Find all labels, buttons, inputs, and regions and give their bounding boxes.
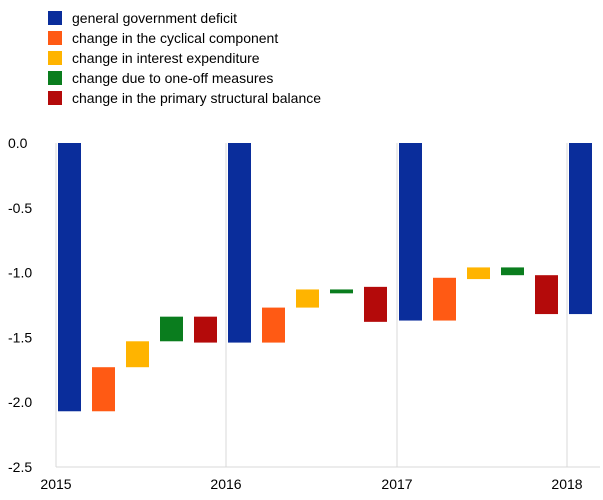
- bar: [58, 143, 81, 412]
- legend-item: general government deficit: [48, 8, 321, 28]
- chart-legend: general government deficit change in the …: [48, 8, 321, 108]
- legend-swatch: [48, 31, 62, 45]
- bar: [569, 143, 592, 315]
- legend-label: change due to one-off measures: [72, 70, 274, 86]
- y-tick-label: -1.5: [8, 329, 32, 345]
- legend-item: change in interest expenditure: [48, 48, 321, 68]
- bar: [535, 275, 558, 315]
- legend-item: change in the cyclical component: [48, 28, 321, 48]
- bar: [160, 316, 183, 342]
- bar: [262, 307, 285, 343]
- legend-item: change in the primary structural balance: [48, 88, 321, 108]
- legend-label: change in the primary structural balance: [72, 90, 322, 106]
- legend-label: general government deficit: [72, 10, 237, 26]
- bar: [433, 277, 456, 321]
- legend-item: change due to one-off measures: [48, 68, 321, 88]
- y-tick-label: -2.5: [8, 459, 32, 475]
- legend-swatch: [48, 91, 62, 105]
- bar: [194, 316, 217, 343]
- bar: [92, 367, 115, 412]
- bar: [296, 289, 319, 308]
- y-tick-label: -0.5: [8, 200, 32, 216]
- x-tick-label: 2016: [210, 476, 241, 492]
- legend-label: change in the cyclical component: [72, 30, 279, 46]
- bar: [228, 143, 251, 343]
- bar: [330, 289, 353, 294]
- x-tick-label: 2018: [551, 476, 582, 492]
- bar: [501, 267, 524, 276]
- bar: [126, 341, 149, 368]
- x-tick-label: 2015: [40, 476, 71, 492]
- bar: [467, 267, 490, 280]
- legend-swatch: [48, 51, 62, 65]
- legend-swatch: [48, 71, 62, 85]
- legend-label: change in interest expenditure: [72, 50, 260, 66]
- bar: [399, 143, 422, 321]
- y-tick-label: -1.0: [8, 265, 32, 281]
- bar: [364, 286, 387, 322]
- y-tick-label: -2.0: [8, 394, 32, 410]
- y-tick-label: 0.0: [8, 135, 28, 151]
- legend-swatch: [48, 11, 62, 25]
- x-tick-label: 2017: [381, 476, 412, 492]
